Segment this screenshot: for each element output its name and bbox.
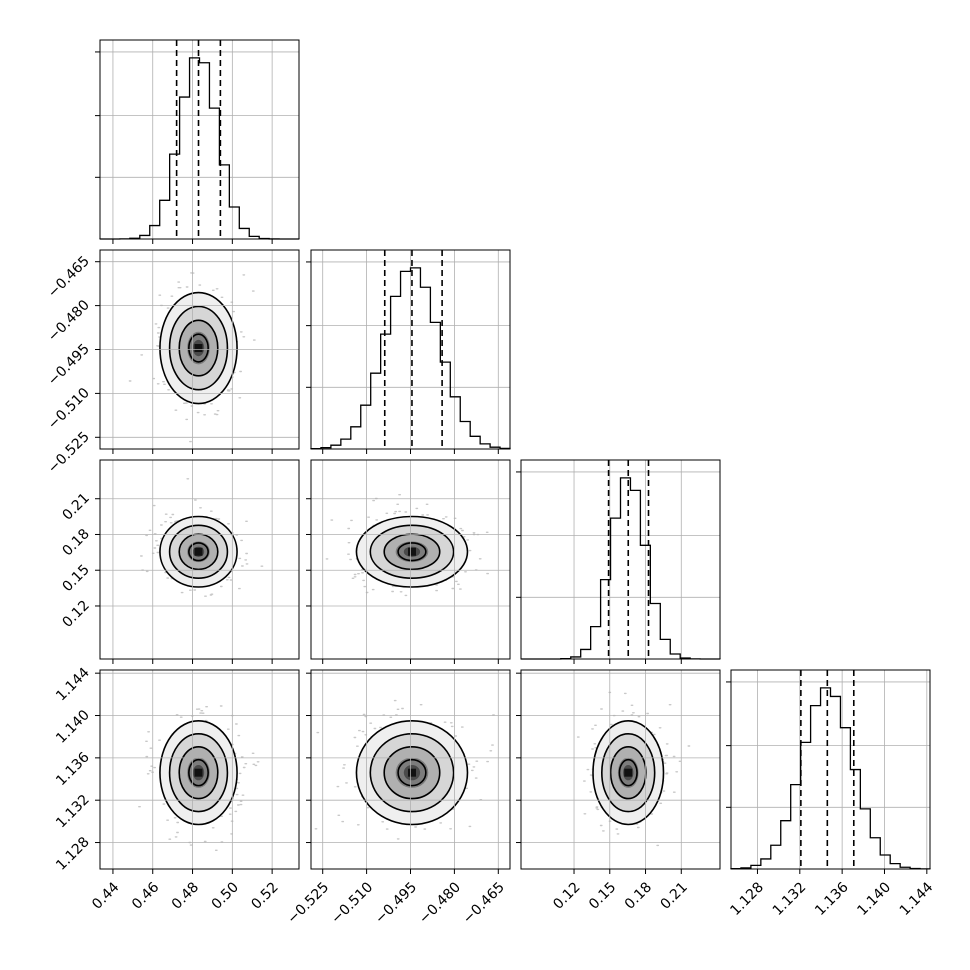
contour-line (168, 305, 229, 391)
panel-content (325, 494, 489, 597)
scatter-points (314, 699, 495, 840)
contour-line (168, 733, 229, 813)
contour-line (188, 333, 209, 363)
contour-line (159, 291, 238, 405)
density-peak (407, 547, 416, 556)
x-tick-label: 1.136 (812, 879, 852, 919)
x-tick-label: 0.12 (550, 879, 583, 912)
panel-content (576, 691, 691, 847)
x-tick-label: −0.480 (416, 879, 464, 927)
contour-line (188, 758, 209, 787)
contour-line (355, 720, 469, 826)
x-tick-label: −0.525 (284, 879, 332, 927)
panel-3-1 (314, 699, 495, 840)
scatter-points (128, 272, 256, 443)
y-tick-label: 1.136 (53, 749, 93, 789)
x-tick-label: 1.128 (727, 879, 767, 919)
contour-line (178, 745, 219, 800)
panel-content (138, 705, 260, 851)
x-tick-label: 0.18 (622, 879, 655, 912)
panel-1-0 (128, 272, 256, 443)
histogram-step (521, 477, 721, 660)
panel-content (140, 478, 264, 597)
x-tick-label: 0.50 (209, 879, 242, 912)
x-tick-label: −0.465 (460, 879, 508, 927)
density-peak (624, 768, 633, 777)
x-tick-label: 1.140 (854, 879, 894, 919)
x-tick-label: 0.21 (658, 879, 691, 912)
panel-3-2 (576, 691, 691, 847)
contour-line (369, 733, 455, 813)
contour-line (355, 515, 469, 588)
x-tick-label: 0.46 (129, 879, 162, 912)
contour-line (397, 542, 427, 562)
panel-content (128, 272, 256, 443)
y-tick-label: 0.18 (59, 526, 92, 559)
panel-3-0 (138, 705, 260, 851)
x-tick-label: 0.48 (169, 879, 202, 912)
y-tick-label: −0.465 (45, 253, 93, 301)
density-peak (194, 768, 203, 777)
density-peak (194, 344, 203, 353)
density-peak (194, 547, 203, 556)
panel-frame (99, 459, 300, 660)
x-tick-label: −0.510 (328, 879, 376, 927)
panel-content (314, 699, 495, 840)
y-tick-label: −0.495 (45, 341, 93, 389)
x-tick-label: 1.132 (770, 879, 810, 919)
histogram-frame (99, 39, 300, 240)
panel-frame (99, 669, 300, 870)
contour-line (601, 733, 656, 813)
y-tick-label: −0.480 (45, 297, 93, 345)
contour-line (618, 758, 638, 787)
x-tick-label: 0.52 (248, 879, 281, 912)
y-tick-label: 1.144 (53, 665, 93, 705)
contour-line (592, 720, 665, 826)
contour-line (159, 515, 238, 588)
x-tick-label: 0.15 (586, 879, 619, 912)
x-tick-label: 1.144 (897, 879, 937, 919)
contour-line (168, 524, 229, 579)
contour-line (178, 319, 219, 377)
histogram-frame (730, 669, 931, 870)
y-tick-label: 1.132 (53, 792, 93, 832)
histogram-step (99, 57, 300, 240)
density-peak (407, 768, 416, 777)
panel-2-1 (325, 494, 489, 597)
y-tick-label: 0.15 (59, 562, 92, 595)
histogram-frame (520, 459, 721, 660)
contour-line (397, 758, 427, 787)
y-tick-label: 0.21 (59, 490, 92, 523)
contour-line (188, 542, 209, 562)
panel-2-0 (140, 478, 264, 597)
y-tick-label: 1.128 (53, 834, 93, 874)
x-tick-label: 0.44 (89, 879, 122, 912)
x-tick-label: −0.495 (372, 879, 420, 927)
contour-line (383, 745, 441, 800)
y-tick-label: −0.510 (45, 385, 93, 433)
histogram-step (310, 267, 511, 450)
y-tick-label: −0.525 (45, 429, 93, 477)
panel-frame (520, 669, 721, 870)
contour-line (159, 720, 238, 826)
histogram-step (730, 687, 931, 870)
y-tick-label: 0.12 (59, 597, 92, 630)
contour-line (369, 524, 455, 579)
y-tick-label: 1.140 (53, 707, 93, 747)
